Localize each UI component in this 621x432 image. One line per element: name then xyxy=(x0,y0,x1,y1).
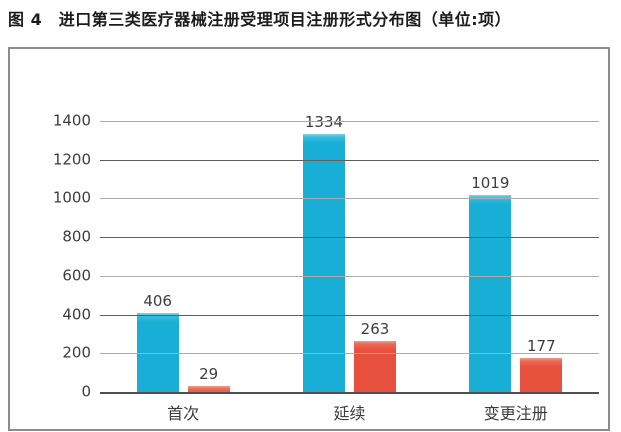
bar-体外诊断试剂-变更注册 xyxy=(520,357,563,392)
bar-value-label: 29 xyxy=(199,365,219,384)
gridline-1200 xyxy=(100,159,599,161)
y-axis-tick-label: 200 xyxy=(62,343,91,362)
x-axis-category-label: 延续 xyxy=(333,404,366,423)
gridline-800 xyxy=(100,237,599,239)
y-axis-tick-label: 600 xyxy=(62,266,91,285)
y-axis-tick-label: 1400 xyxy=(52,111,91,130)
bar-slot: 406 xyxy=(136,121,179,392)
gridline-400 xyxy=(100,314,599,316)
figure-title: 图 4 进口第三类医疗器械注册受理项目注册形式分布图（单位:项） xyxy=(8,10,512,29)
bar-slot: 29 xyxy=(187,121,230,392)
bar-value-label: 406 xyxy=(143,292,172,311)
bar-value-label: 263 xyxy=(360,320,390,339)
bar-value-label: 1019 xyxy=(471,173,510,192)
x-axis-category-label: 首次 xyxy=(167,404,200,423)
y-axis-tick-label: 800 xyxy=(62,227,91,246)
bar-slot: 263 xyxy=(353,121,396,392)
gridline-0 xyxy=(100,392,599,394)
chart-frame: 406 29 首次 1334 263 延续 1019 177 变更注册 1400 1200 1000… xyxy=(8,47,610,431)
gridline-1000 xyxy=(100,198,599,200)
y-axis-tick-label: 0 xyxy=(81,382,91,401)
bar-group-1: 406 29 首次 xyxy=(136,121,230,423)
bar-slot: 1019 xyxy=(469,121,512,392)
bar-value-label: 1334 xyxy=(304,112,344,131)
bar-groups: 406 29 首次 1334 263 延续 1019 177 变更注册 xyxy=(100,114,599,423)
bar-value-label: 177 xyxy=(526,336,556,355)
plot-area: 406 29 首次 1334 263 延续 1019 177 变更注册 1400 1200 1000… xyxy=(53,113,599,423)
bar-slot: 177 xyxy=(520,121,563,392)
bar-group-2: 1334 263 延续 xyxy=(302,114,396,423)
bar-group-3: 1019 177 变更注册 xyxy=(469,121,563,423)
bar-医疗器械-延续 xyxy=(302,133,345,392)
x-axis-category-label: 变更注册 xyxy=(483,404,548,423)
gridline-600 xyxy=(100,275,599,277)
y-axis-tick-label: 400 xyxy=(62,305,91,324)
gridline-1400 xyxy=(100,121,599,122)
bar-体外诊断试剂-首次 xyxy=(187,386,230,392)
gridline-200 xyxy=(100,353,599,355)
y-axis-tick-label: 1000 xyxy=(52,188,91,207)
bar-slot: 1334 xyxy=(302,114,345,392)
bar-体外诊断试剂-延续 xyxy=(353,341,396,392)
bar-医疗器械-变更注册 xyxy=(469,194,512,392)
y-axis-tick-label: 1200 xyxy=(52,150,91,169)
bar-医疗器械-首次 xyxy=(136,313,179,392)
